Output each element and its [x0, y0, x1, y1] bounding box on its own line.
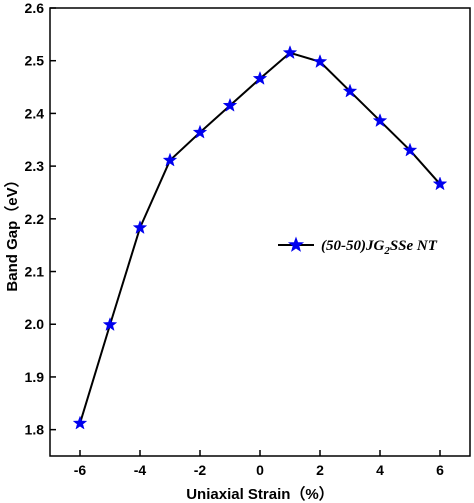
y-tick-label: 2.3 [25, 158, 45, 174]
x-tick-label: -2 [194, 462, 207, 478]
data-point [132, 220, 148, 235]
data-point [192, 124, 208, 139]
x-tick-label: 2 [316, 462, 324, 478]
y-tick-label: 1.8 [25, 422, 45, 438]
data-point [402, 142, 418, 157]
data-point [252, 70, 268, 85]
y-tick-label: 2.6 [25, 0, 45, 16]
y-tick-label: 2.2 [25, 211, 45, 227]
y-tick-label: 2.4 [25, 105, 45, 121]
data-point [372, 113, 388, 128]
legend-label-main: (50-50)JG [321, 238, 384, 254]
y-axis: 1.8 1.9 2.0 2.1 2.2 2.3 2.4 2.5 2.6 [25, 0, 56, 438]
x-tick-label: 0 [256, 462, 264, 478]
legend-label-subscript: 2 [383, 245, 390, 257]
x-tick-label: -6 [74, 462, 87, 478]
series-line [79, 51, 441, 424]
x-tick-label: -4 [134, 462, 147, 478]
legend-label-rest: SSe NT [390, 238, 438, 254]
y-axis-title: Band Gap（eV） [3, 172, 21, 291]
data-point [432, 176, 448, 191]
legend-label: (50-50)JG2SSe NT [321, 238, 438, 257]
y-tick-label: 2.5 [25, 53, 45, 69]
data-point [222, 97, 238, 112]
data-point [312, 54, 328, 69]
y-tick-label: 2.0 [25, 316, 45, 332]
legend-marker [287, 236, 305, 252]
y-tick-label: 1.9 [25, 369, 45, 385]
data-point [282, 45, 298, 60]
data-point [72, 415, 88, 430]
legend: (50-50)JG2SSe NT [278, 236, 438, 257]
series-markers [72, 45, 448, 430]
x-axis: -6 -4 -2 0 2 4 6 [74, 450, 444, 478]
x-axis-title: Uniaxial Strain（%） [186, 485, 334, 503]
y-tick-label: 2.1 [25, 264, 45, 280]
data-point [342, 83, 358, 98]
x-tick-label: 4 [376, 462, 384, 478]
data-point [102, 317, 118, 332]
x-tick-label: 6 [436, 462, 444, 478]
data-point [162, 152, 178, 167]
